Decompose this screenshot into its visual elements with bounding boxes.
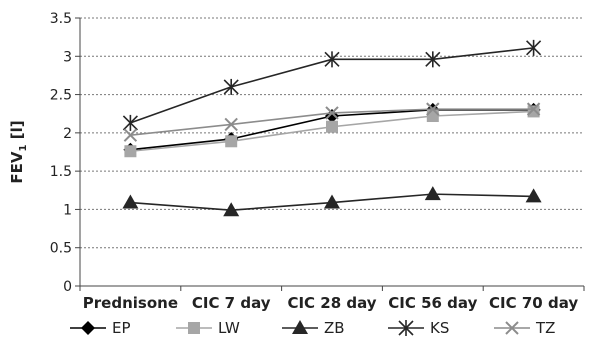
x-category-label: CIC 56 day xyxy=(388,294,477,312)
legend-marker xyxy=(292,320,308,334)
legend-label: LW xyxy=(218,319,240,337)
legend-item-ks: KS xyxy=(388,319,449,337)
data-point xyxy=(122,194,139,209)
y-axis-title-unit: [l] xyxy=(8,120,26,144)
data-point xyxy=(225,135,238,148)
data-point xyxy=(123,128,138,142)
legend-marker xyxy=(81,321,95,335)
series-tz xyxy=(123,102,541,142)
legend-marker xyxy=(188,322,200,334)
x-category-label: CIC 70 day xyxy=(489,294,578,312)
data-point xyxy=(324,194,340,209)
data-point xyxy=(223,202,240,217)
y-tick-label: 0 xyxy=(63,279,72,295)
data-point xyxy=(324,51,340,68)
data-point xyxy=(526,102,541,116)
x-category-label: CIC 28 day xyxy=(287,294,376,312)
legend-item-tz: TZ xyxy=(494,319,555,337)
data-point xyxy=(325,106,339,120)
data-point xyxy=(224,117,238,132)
y-tick-label: 3.5 xyxy=(50,11,72,27)
x-category-label: CIC 7 day xyxy=(192,294,271,312)
legend-marker xyxy=(398,320,414,336)
legend-item-zb: ZB xyxy=(282,319,345,337)
data-point xyxy=(122,114,138,131)
legend-label: EP xyxy=(112,319,131,337)
legend-label: TZ xyxy=(535,319,555,337)
y-axis-title: FEV1 [l] xyxy=(8,120,29,183)
data-point xyxy=(527,105,540,118)
legend-label: KS xyxy=(430,319,449,337)
y-tick-label: 1 xyxy=(63,202,72,218)
y-axis-title-subscript: 1 xyxy=(18,144,29,151)
data-point xyxy=(223,78,239,95)
data-point xyxy=(426,102,440,116)
legend-item-lw: LW xyxy=(176,319,240,337)
legend-marker xyxy=(505,321,519,335)
data-point xyxy=(426,110,439,123)
series-zb xyxy=(122,186,542,217)
y-tick-label: 0.5 xyxy=(50,241,72,257)
legend-item-ep: EP xyxy=(70,319,131,337)
y-tick-label: 3 xyxy=(63,49,72,65)
y-tick-label: 1.5 xyxy=(50,164,72,180)
legend-label: ZB xyxy=(324,319,345,337)
y-tick-label: 2.5 xyxy=(50,88,72,104)
x-category-label: Prednisone xyxy=(83,294,178,312)
data-point xyxy=(424,186,441,201)
y-axis-title-main: FEV xyxy=(8,151,26,183)
data-point xyxy=(326,120,338,133)
data-point xyxy=(525,188,542,203)
series-ks xyxy=(122,39,542,131)
data-point xyxy=(124,145,137,158)
data-point xyxy=(526,39,542,56)
y-tick-label: 2 xyxy=(63,126,72,142)
data-point xyxy=(425,51,441,68)
